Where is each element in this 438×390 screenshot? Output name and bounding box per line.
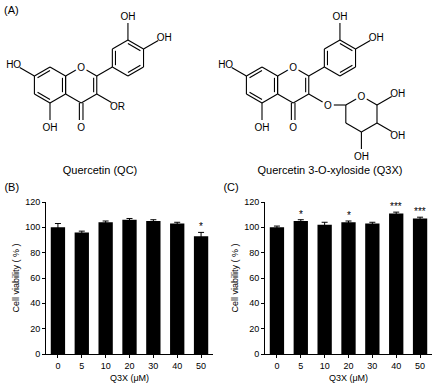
svg-text:HO: HO bbox=[6, 59, 21, 70]
svg-text:OH: OH bbox=[354, 151, 369, 162]
svg-text:OH: OH bbox=[255, 122, 270, 133]
svg-text:Q3X (μM): Q3X (μM) bbox=[329, 373, 368, 383]
svg-text:*: * bbox=[199, 221, 203, 232]
svg-text:40: 40 bbox=[391, 361, 401, 371]
svg-text:***: *** bbox=[390, 201, 402, 212]
svg-text:OH: OH bbox=[332, 11, 347, 22]
svg-text:30: 30 bbox=[148, 361, 158, 371]
svg-text:O: O bbox=[77, 62, 85, 73]
svg-text:O: O bbox=[358, 91, 366, 102]
svg-text:0: 0 bbox=[254, 349, 259, 359]
svg-text:20: 20 bbox=[30, 324, 40, 334]
svg-text:30: 30 bbox=[367, 361, 377, 371]
svg-text:5: 5 bbox=[79, 361, 84, 371]
svg-text:O: O bbox=[289, 122, 297, 133]
svg-text:OH: OH bbox=[157, 32, 172, 43]
svg-text:*: * bbox=[347, 210, 351, 221]
svg-text:(A): (A) bbox=[4, 4, 19, 16]
svg-text:40: 40 bbox=[172, 361, 182, 371]
svg-text:O: O bbox=[324, 100, 332, 111]
svg-text:0: 0 bbox=[55, 361, 60, 371]
svg-text:*: * bbox=[299, 209, 303, 220]
svg-text:0: 0 bbox=[274, 361, 279, 371]
svg-text:60: 60 bbox=[30, 273, 40, 283]
svg-text:***: *** bbox=[414, 206, 426, 217]
svg-text:100: 100 bbox=[244, 222, 259, 232]
svg-text:OH: OH bbox=[43, 122, 58, 133]
svg-text:20: 20 bbox=[343, 361, 353, 371]
svg-text:HO: HO bbox=[218, 59, 233, 70]
svg-text:Q3X (μM): Q3X (μM) bbox=[110, 373, 149, 383]
svg-text:80: 80 bbox=[30, 248, 40, 258]
svg-text:120: 120 bbox=[25, 197, 40, 207]
svg-text:(B): (B) bbox=[4, 181, 19, 193]
svg-text:20: 20 bbox=[249, 324, 259, 334]
svg-text:60: 60 bbox=[249, 273, 259, 283]
svg-text:OH: OH bbox=[120, 11, 135, 22]
svg-text:OR: OR bbox=[110, 101, 125, 112]
svg-text:50: 50 bbox=[196, 361, 206, 371]
svg-text:OH: OH bbox=[390, 88, 405, 99]
svg-text:40: 40 bbox=[249, 298, 259, 308]
svg-text:OH: OH bbox=[390, 130, 405, 141]
svg-text:Cell viability ( % ): Cell viability ( % ) bbox=[11, 243, 21, 312]
svg-text:80: 80 bbox=[249, 248, 259, 258]
svg-text:OH: OH bbox=[369, 32, 384, 43]
svg-text:10: 10 bbox=[101, 361, 111, 371]
svg-text:Cell viability ( % ): Cell viability ( % ) bbox=[230, 243, 240, 312]
svg-text:40: 40 bbox=[30, 298, 40, 308]
svg-text:Quercetin 3-O-xyloside (Q3X): Quercetin 3-O-xyloside (Q3X) bbox=[258, 164, 403, 176]
svg-text:0: 0 bbox=[35, 349, 40, 359]
svg-text:O: O bbox=[77, 122, 85, 133]
svg-text:(C): (C) bbox=[223, 181, 238, 193]
svg-text:5: 5 bbox=[298, 361, 303, 371]
svg-text:100: 100 bbox=[25, 222, 40, 232]
svg-text:120: 120 bbox=[244, 197, 259, 207]
svg-text:Quercetin (QC): Quercetin (QC) bbox=[63, 164, 138, 176]
svg-text:50: 50 bbox=[415, 361, 425, 371]
svg-text:20: 20 bbox=[124, 361, 134, 371]
svg-text:O: O bbox=[289, 62, 297, 73]
svg-text:10: 10 bbox=[320, 361, 330, 371]
